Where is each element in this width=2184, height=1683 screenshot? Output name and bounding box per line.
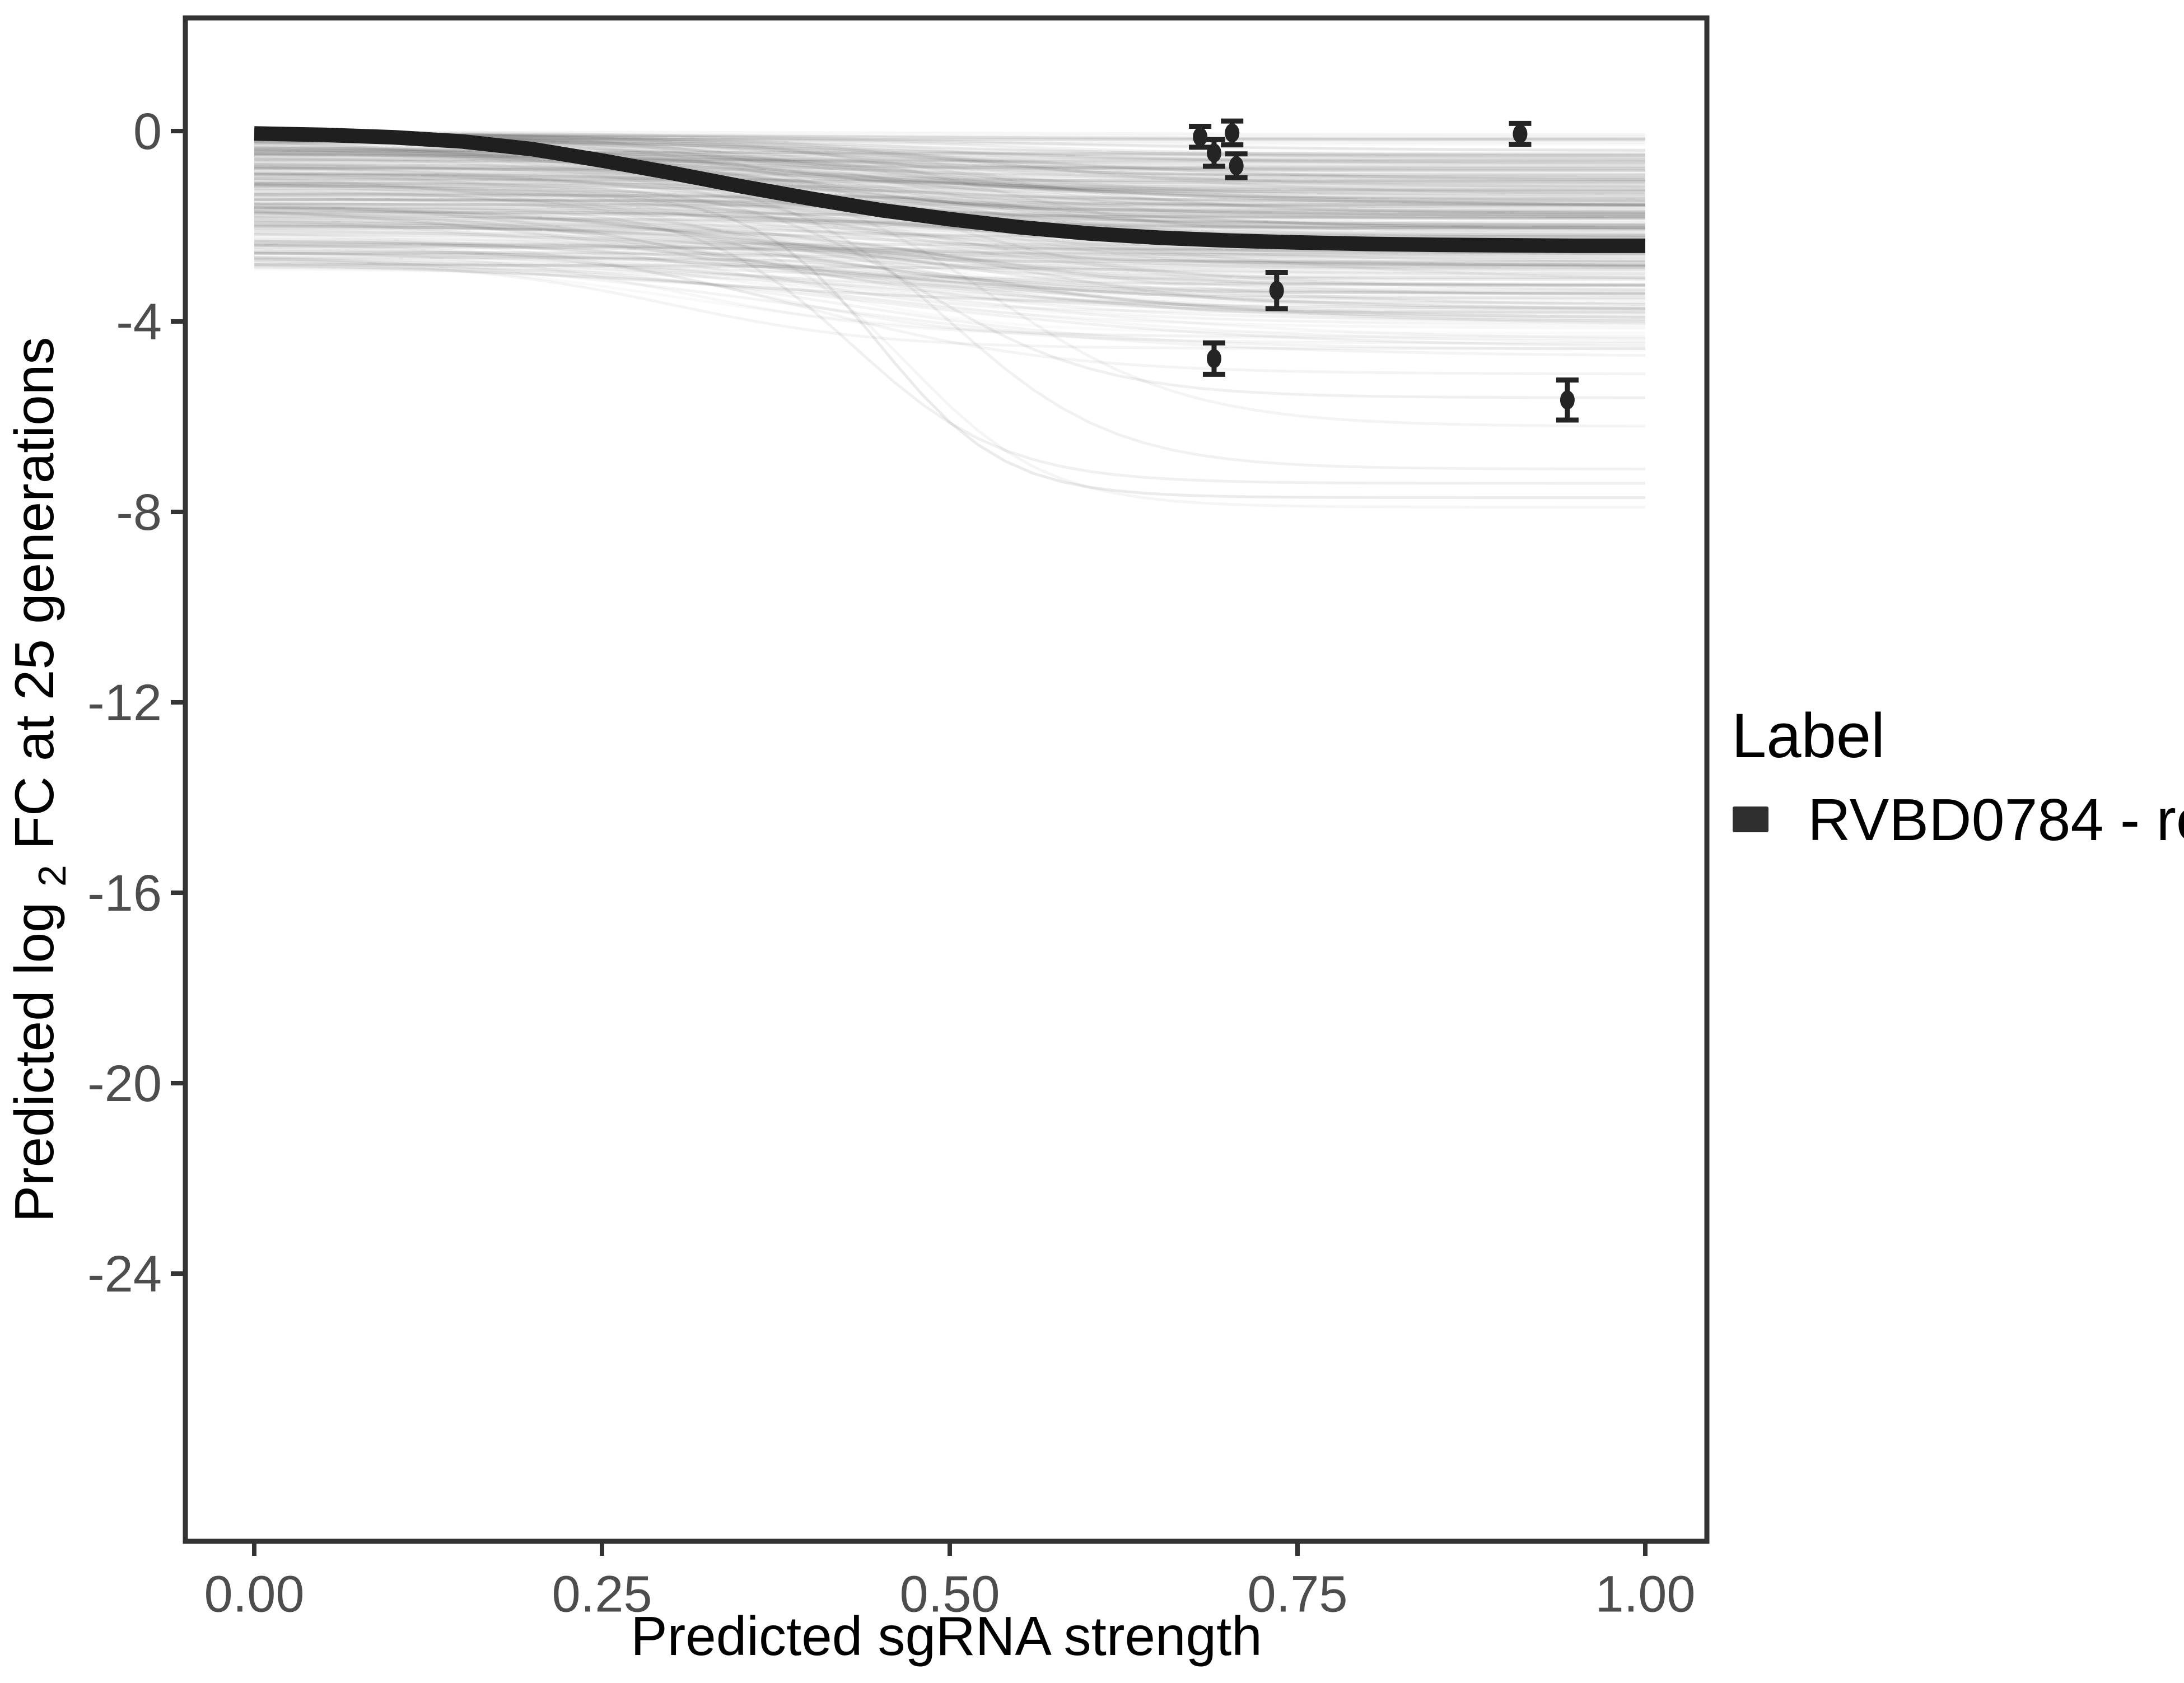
point-marker	[1229, 156, 1244, 175]
legend-line-swatch	[1733, 806, 1768, 832]
x-tick-label: 0.75	[1247, 1566, 1347, 1623]
legend-entry-label: RVBD0784 - ref	[1808, 787, 2184, 853]
point-marker	[1207, 143, 1221, 162]
x-tick-label: 0.00	[204, 1566, 304, 1623]
point-marker	[1207, 349, 1221, 368]
y-axis-title-pre: Predicted log	[3, 902, 65, 1222]
point-marker	[1225, 123, 1239, 142]
point-marker	[1560, 390, 1575, 409]
y-tick-label: -24	[87, 1246, 162, 1303]
ensemble-line	[254, 161, 1645, 163]
x-axis-title: Predicted sgRNA strength	[631, 1605, 1262, 1667]
x-tick-label: 1.00	[1595, 1566, 1695, 1623]
point-marker	[1270, 281, 1284, 300]
legend-title: Label	[1732, 701, 1885, 771]
y-tick-label: -12	[87, 674, 162, 731]
point-marker	[1513, 124, 1527, 143]
y-axis-title-post: FC at 25 generations	[3, 337, 65, 850]
y-axis-title-sub: 2	[30, 865, 74, 887]
y-tick-label: 0	[133, 103, 162, 160]
y-tick-label: -16	[87, 865, 162, 922]
point-marker	[1193, 127, 1207, 146]
y-tick-label: -20	[87, 1055, 162, 1112]
y-tick-label: -8	[116, 484, 162, 541]
y-tick-label: -4	[116, 293, 162, 351]
